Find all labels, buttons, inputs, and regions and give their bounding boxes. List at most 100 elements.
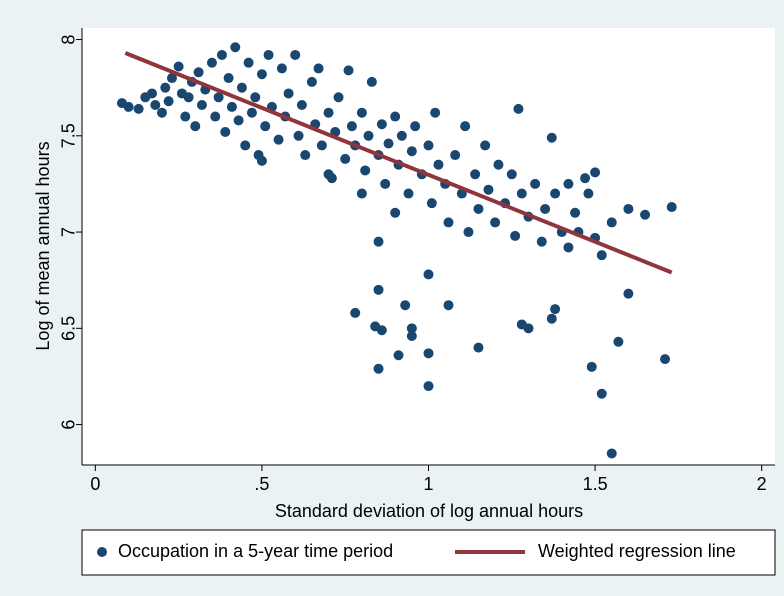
x-tick-label: 1 xyxy=(423,474,433,494)
point xyxy=(563,242,574,253)
point xyxy=(546,132,557,143)
point xyxy=(276,63,287,74)
point xyxy=(540,203,551,214)
x-tick-label: 0 xyxy=(90,474,100,494)
point xyxy=(213,92,224,103)
point xyxy=(293,130,304,141)
point xyxy=(283,88,294,99)
point xyxy=(443,300,454,311)
point xyxy=(323,169,334,180)
point xyxy=(390,207,401,218)
point xyxy=(406,323,417,334)
point xyxy=(193,67,204,78)
point xyxy=(433,159,444,170)
point xyxy=(206,57,217,68)
point xyxy=(256,69,267,80)
point xyxy=(396,130,407,141)
point xyxy=(423,381,434,392)
point xyxy=(233,115,244,126)
point xyxy=(156,107,167,118)
point xyxy=(226,101,237,112)
point xyxy=(666,202,677,213)
point xyxy=(606,217,617,228)
point xyxy=(220,126,231,137)
point xyxy=(490,217,501,228)
point xyxy=(516,188,527,199)
point xyxy=(373,363,384,374)
point xyxy=(470,169,481,180)
point xyxy=(596,250,607,261)
point xyxy=(493,159,504,170)
point xyxy=(360,165,371,176)
point xyxy=(590,167,601,178)
point xyxy=(550,304,561,315)
point xyxy=(180,111,191,122)
point xyxy=(586,361,597,372)
point xyxy=(263,49,274,60)
point xyxy=(443,217,454,228)
point xyxy=(190,121,201,132)
point xyxy=(406,331,417,342)
point xyxy=(150,100,161,111)
point xyxy=(356,107,367,118)
point xyxy=(483,184,494,195)
point xyxy=(426,198,437,209)
point xyxy=(423,269,434,280)
point xyxy=(350,307,361,318)
point xyxy=(546,313,557,324)
plot-area xyxy=(82,28,775,465)
point xyxy=(450,150,461,161)
point xyxy=(373,284,384,295)
point xyxy=(256,155,267,166)
point xyxy=(410,121,421,132)
point xyxy=(216,49,227,60)
point xyxy=(356,188,367,199)
point xyxy=(236,82,247,93)
x-tick-label: 1.5 xyxy=(583,474,608,494)
point xyxy=(230,42,241,53)
point xyxy=(580,173,591,184)
point xyxy=(473,342,484,353)
point xyxy=(333,92,344,103)
point xyxy=(243,57,254,68)
point xyxy=(163,96,174,107)
point xyxy=(363,130,374,141)
point xyxy=(393,350,404,361)
point xyxy=(160,82,171,93)
point xyxy=(506,169,517,180)
y-tick-label: 7 xyxy=(59,227,79,237)
point xyxy=(536,236,547,247)
point xyxy=(173,61,184,72)
point xyxy=(306,76,317,87)
point xyxy=(563,178,574,189)
point xyxy=(313,63,324,74)
point xyxy=(376,119,387,130)
point xyxy=(260,121,271,132)
point xyxy=(300,150,311,161)
point xyxy=(480,140,491,151)
legend-label: Weighted regression line xyxy=(538,541,736,561)
point xyxy=(383,138,394,149)
y-tick-label: 6.5 xyxy=(59,316,79,341)
point xyxy=(473,203,484,214)
point xyxy=(323,107,334,118)
point xyxy=(623,288,634,299)
point xyxy=(183,92,194,103)
regression-line xyxy=(124,51,673,275)
point xyxy=(133,103,144,114)
point xyxy=(240,140,251,151)
legend-swatch xyxy=(97,547,107,557)
x-tick-label: .5 xyxy=(254,474,269,494)
point xyxy=(196,100,207,111)
legend xyxy=(81,529,776,576)
point xyxy=(463,227,474,238)
point xyxy=(513,103,524,114)
point xyxy=(583,188,594,199)
y-tick-label: 6 xyxy=(59,420,79,430)
point xyxy=(250,92,261,103)
legend-label: Occupation in a 5-year time period xyxy=(118,541,393,561)
point xyxy=(290,49,301,60)
point xyxy=(510,230,521,241)
point xyxy=(400,300,411,311)
point xyxy=(373,236,384,247)
